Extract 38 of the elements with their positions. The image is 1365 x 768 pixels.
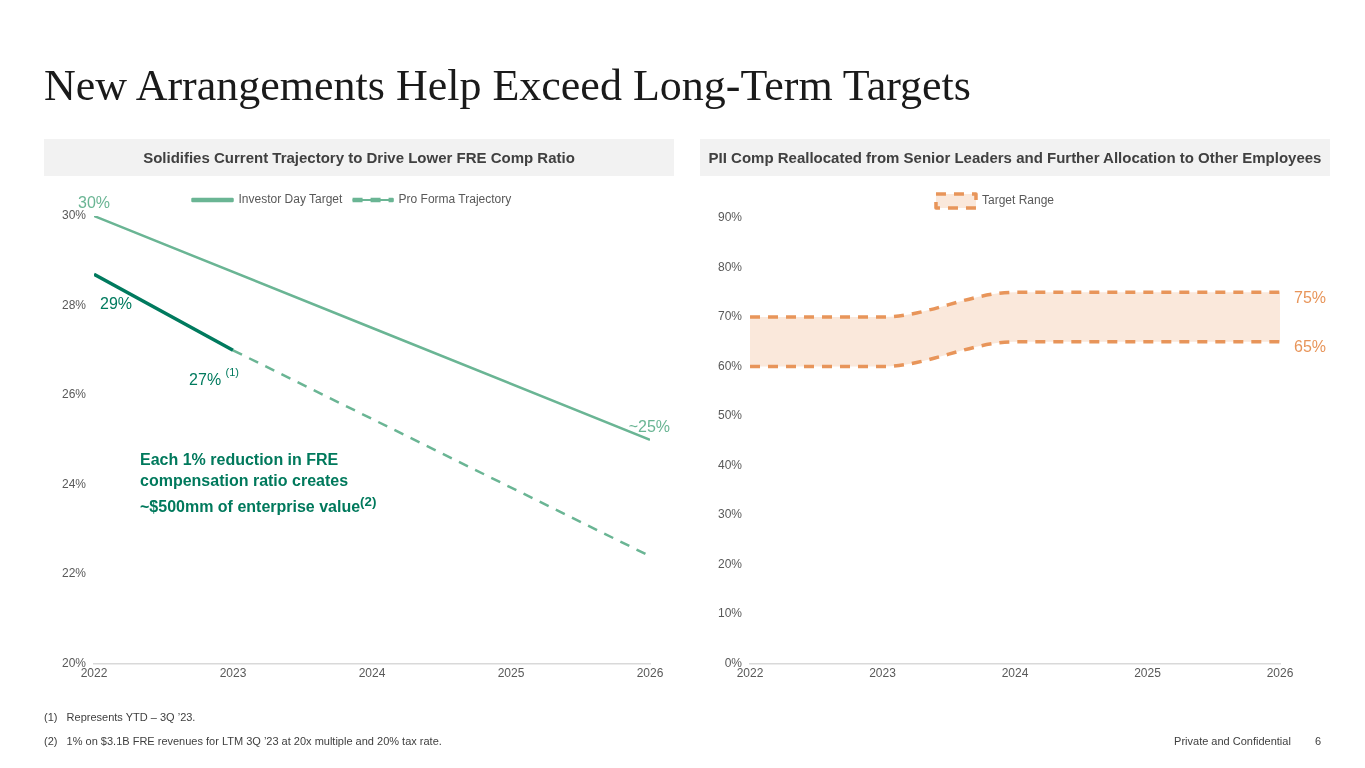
- data-label: ~25%: [628, 418, 671, 436]
- x-tick-label: 2026: [636, 666, 664, 681]
- data-label: 75%: [1294, 288, 1327, 306]
- x-tick-label: 2023: [219, 666, 247, 681]
- x-tick-label: 2026: [1266, 666, 1294, 681]
- y-tick-label: 70%: [717, 309, 743, 324]
- y-tick-label: 20%: [717, 556, 743, 571]
- y-tick-label: 60%: [717, 358, 743, 373]
- text: (1) Represents YTD – 3Q ’23.: [44, 711, 196, 723]
- y-tick-label: 30%: [717, 507, 743, 522]
- y-tick-label: 26%: [61, 387, 87, 402]
- text: Private and Confidential: [1174, 735, 1291, 747]
- y-tick-label: 30%: [61, 208, 87, 223]
- text: 6: [1314, 735, 1321, 747]
- y-tick-label: 22%: [61, 566, 87, 581]
- legend-label: Target Range: [981, 193, 1055, 208]
- data-label: 27% (1): [189, 366, 240, 388]
- legend-label: Investor Day Target: [238, 192, 344, 207]
- data-label: 65%: [1294, 338, 1327, 356]
- y-tick-label: 40%: [717, 457, 743, 472]
- x-tick-label: 2023: [869, 666, 897, 681]
- x-tick-label: 2025: [497, 666, 525, 681]
- y-tick-label: 90%: [717, 210, 743, 225]
- data-label: 29%: [100, 294, 133, 312]
- text: New Arrangements Help Exceed Long-Term Targets: [44, 60, 971, 111]
- chart-title: Solidifies Current Trajectory to Drive Lower FRE Comp Ratio: [44, 139, 674, 176]
- y-tick-label: 80%: [717, 259, 743, 274]
- legend-label: Pro Forma Trajectory: [398, 192, 512, 207]
- text: (2) 1% on $3.1B FRE revenues for LTM 3Q ’23 at 20x multiple and 20% tax rate.: [44, 735, 442, 747]
- x-tick-label: 2024: [358, 666, 386, 681]
- x-tick-label: 2024: [1001, 666, 1029, 681]
- y-tick-label: 50%: [717, 408, 743, 423]
- annotation: Each 1% reduction in FRE compensation ratio creates ~$500mm of enterprise value$^{(2)}$: [140, 450, 378, 518]
- x-tick-label: 2025: [1134, 666, 1162, 681]
- y-tick-label: 24%: [61, 476, 87, 491]
- chart-title: PII Comp Reallocated from Senior Leaders and Further Allocation to Other Employees: [700, 139, 1330, 176]
- y-tick-label: 10%: [717, 606, 743, 621]
- y-tick-label: 28%: [61, 297, 87, 312]
